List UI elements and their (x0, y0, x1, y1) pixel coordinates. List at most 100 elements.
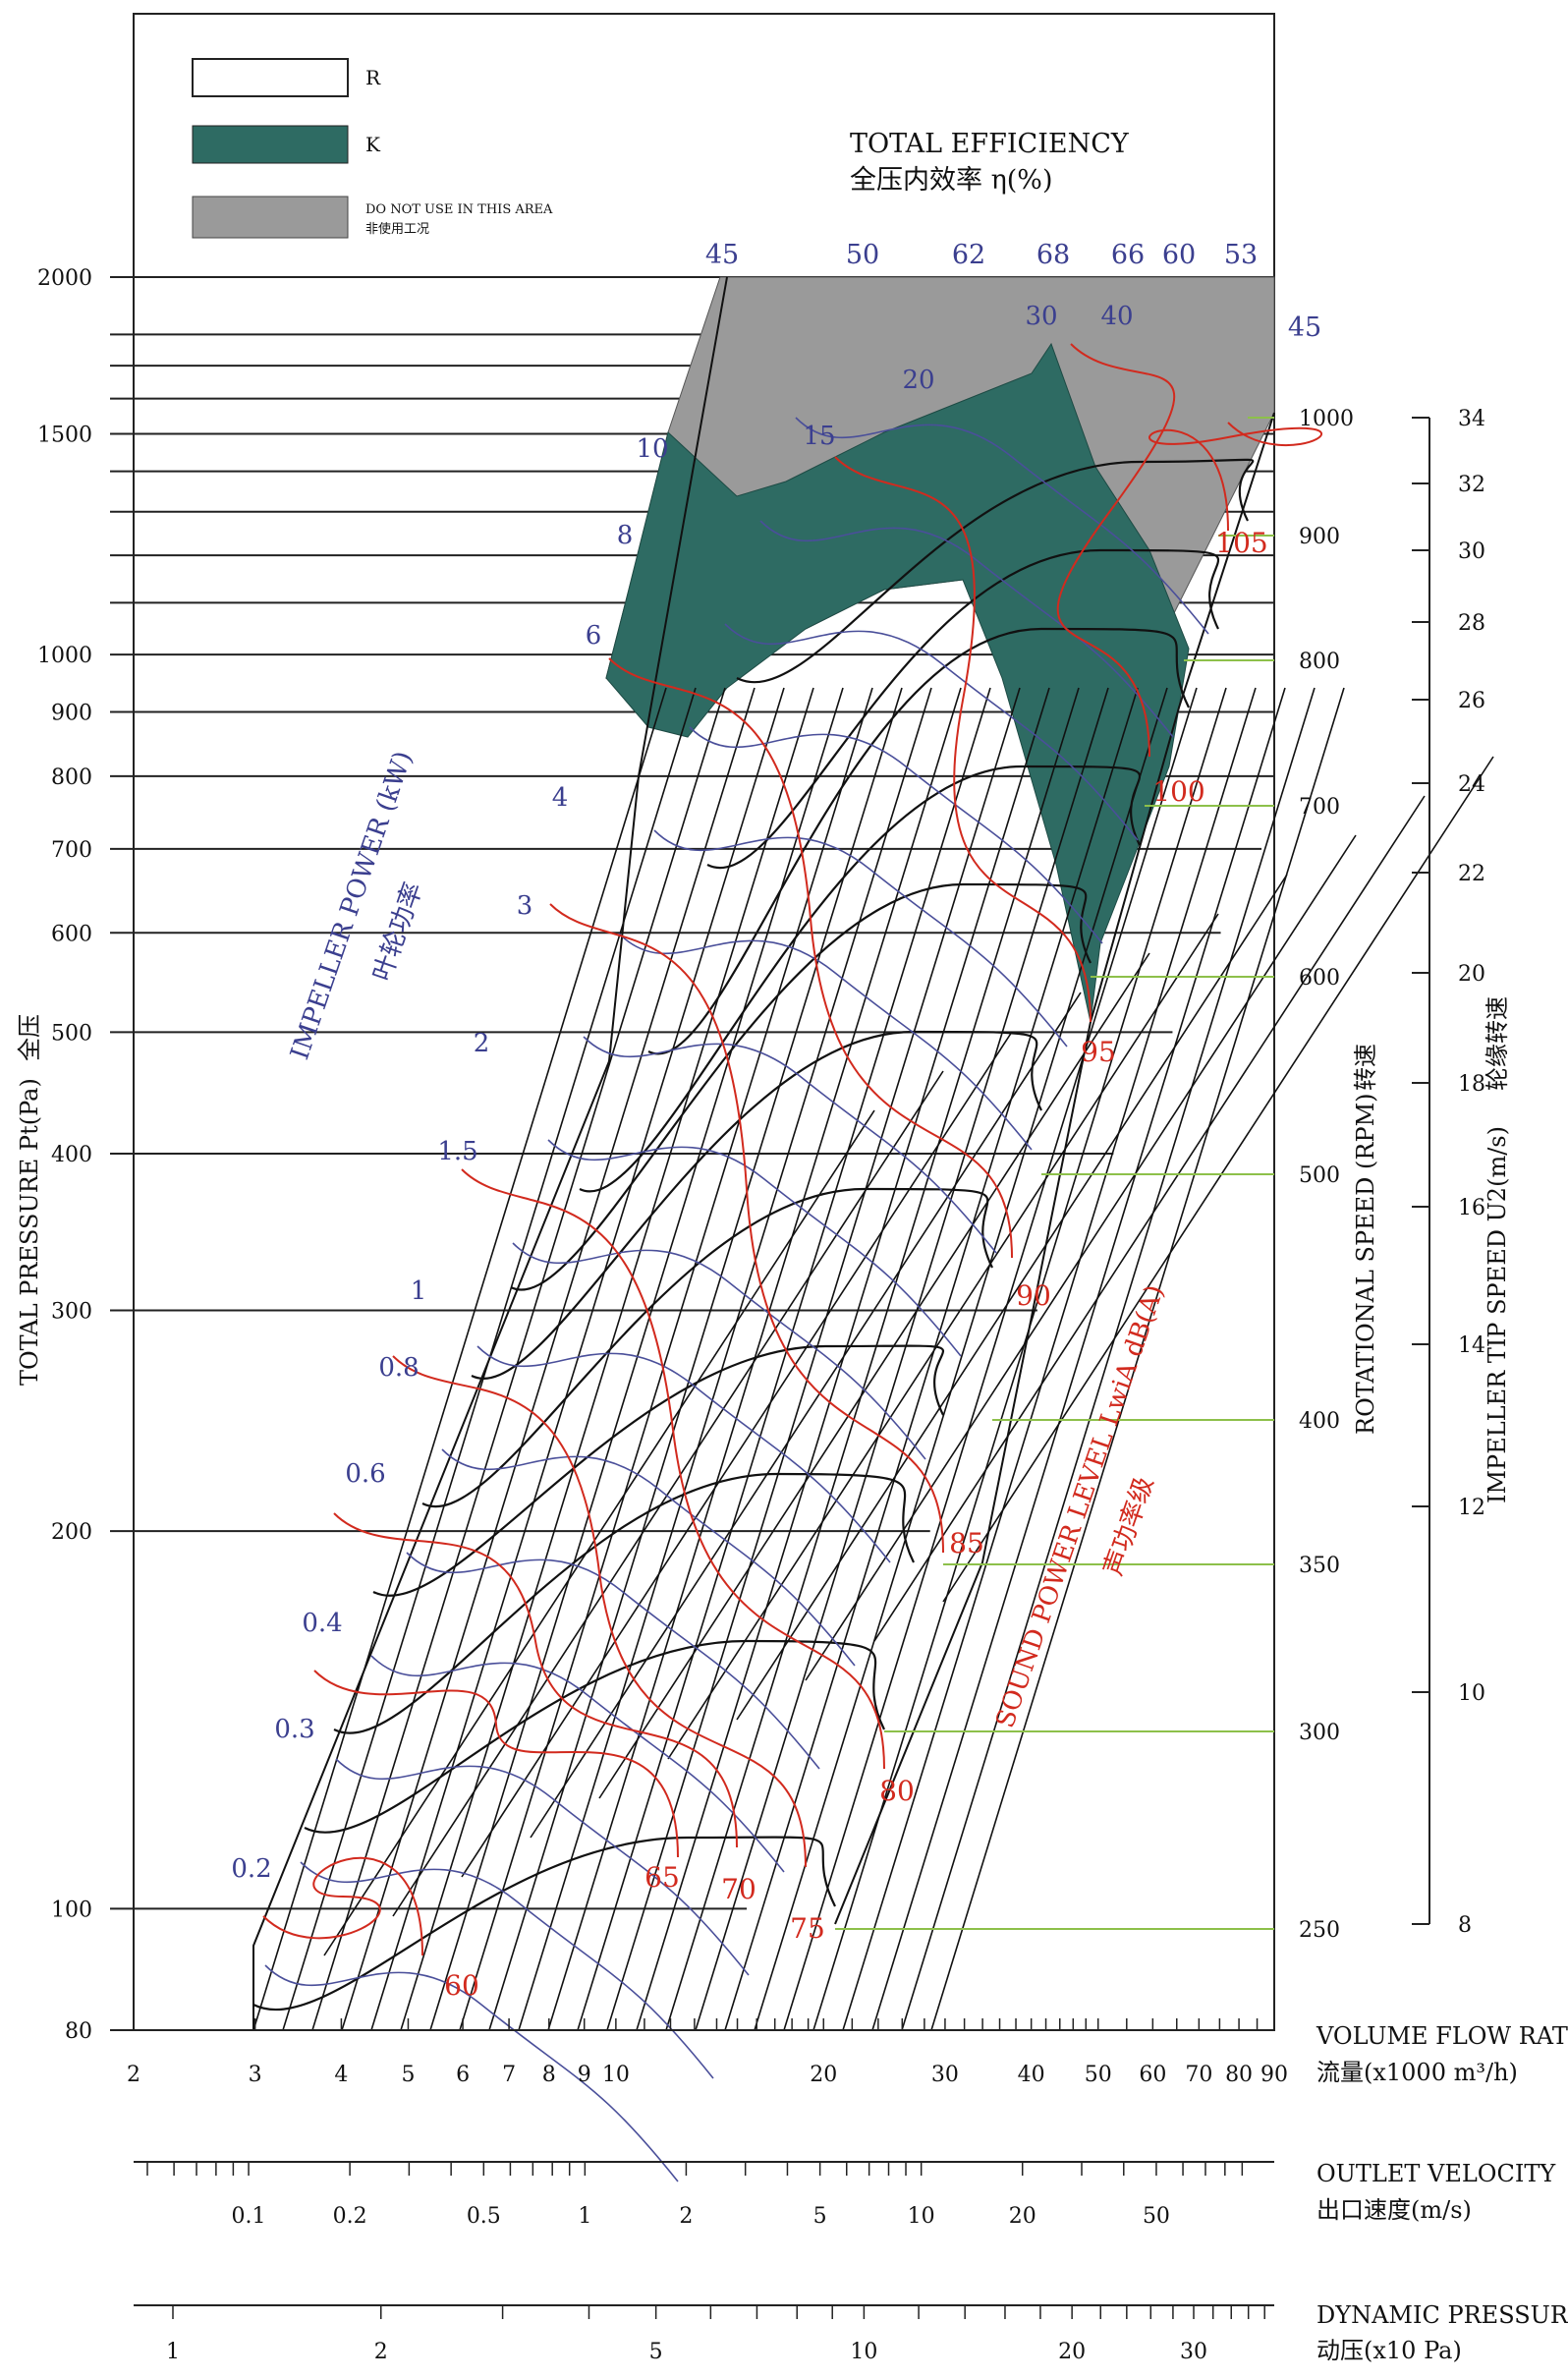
grid-diagonal-up (400, 687, 814, 2031)
tip-speed-tick-label: 20 (1458, 962, 1485, 987)
sound-label: 105 (1215, 527, 1267, 559)
flow-tick-label: 5 (401, 2063, 415, 2087)
x-axis-title: VOLUME FLOW RATE (1316, 2022, 1568, 2050)
curve-labels: 45 50 62 68 66 60 53450.20.30.40.60.811.523468… (231, 240, 1321, 2002)
velocity-tick-label: 5 (813, 2204, 827, 2229)
fan-curve (421, 1187, 993, 1507)
power-curve (795, 417, 1209, 635)
power-label: 8 (617, 521, 634, 550)
tip-speed-axis-ticks: 34 32 30 28 26 24 22 20 18 16 14 12 10 8 (1412, 407, 1485, 1938)
grid-diagonal-cross (598, 952, 1150, 1799)
rpm-guides (835, 417, 1274, 1930)
efficiency-label: 50 (846, 240, 879, 270)
outlet-velocity-title: OUTLET VELOCITY (1316, 2160, 1556, 2187)
legend-label-na: DO NOT USE IN THIS AREA (365, 202, 553, 217)
fan-curve (736, 458, 1255, 684)
flow-tick-label: 40 (1018, 2063, 1045, 2087)
sound-label: 65 (644, 1861, 680, 1894)
efficiency-label: 45 (705, 240, 739, 270)
dynamic-pressure-tick-label: 20 (1058, 2340, 1086, 2364)
fan-curve (471, 1030, 1042, 1380)
x-axis-title-cn: 流量(x1000 m³/h) (1316, 2059, 1518, 2086)
power-curve (547, 1139, 962, 1357)
y-tick-label: 2000 (37, 266, 92, 291)
rpm-tick-label: 300 (1299, 1721, 1340, 1745)
diagonal-grid (252, 276, 1494, 2031)
boundary-left (252, 276, 728, 2030)
flow-tick-label: 50 (1085, 2063, 1112, 2087)
power-curve (406, 1552, 820, 1770)
y-tick-label: 700 (51, 838, 92, 863)
grid-diagonal-up (901, 687, 1316, 2031)
velocity-tick-label: 1 (578, 2204, 591, 2229)
grid-diagonal-up (518, 687, 932, 2031)
dynamic-pressure-tick-label: 10 (850, 2340, 877, 2364)
sound-curve (392, 1355, 807, 1868)
grid-diagonal-up (665, 687, 1080, 2031)
y-tick-label: 1500 (37, 423, 92, 447)
rpm-tick-label: 350 (1299, 1554, 1340, 1578)
flow-tick-label: 2 (127, 2063, 140, 2087)
tip-speed-tick-label: 14 (1458, 1333, 1485, 1358)
efficiency-label: 62 (952, 240, 985, 270)
power-curve (476, 1345, 891, 1563)
outlet-velocity-ticks: 0.1 0.2 0.5 1 2 5 10 20 50 (146, 2162, 1244, 2229)
rpm-tick-label: 1000 (1299, 407, 1354, 431)
flow-tick-label: 30 (931, 2063, 959, 2087)
velocity-tick-label: 50 (1143, 2204, 1170, 2229)
sound-label: 100 (1152, 775, 1204, 808)
power-label: 4 (552, 783, 569, 813)
y-tick-label: 100 (51, 1898, 92, 1922)
power-label: 40 (1100, 302, 1133, 331)
flow-tick-label: 4 (334, 2063, 348, 2087)
velocity-tick-label: 0.5 (467, 2204, 501, 2229)
flow-tick-label: 6 (456, 2063, 470, 2087)
dynamic-pressure-tick-label: 30 (1180, 2340, 1207, 2364)
y-tick-label: 900 (51, 702, 92, 726)
dynamic-pressure-tick-label: 5 (649, 2340, 663, 2364)
fan-curve (252, 1836, 836, 2012)
efficiency-label: 68 (1036, 240, 1070, 270)
grid-diagonal-up (341, 687, 756, 2031)
legend-label-k: K (365, 133, 381, 156)
grid-diagonal-up (842, 687, 1257, 2031)
rpm-tick-label: 600 (1299, 966, 1340, 991)
fan-curves (252, 343, 1323, 2182)
velocity-tick-label: 10 (908, 2204, 935, 2229)
outlet-velocity-title-cn: 出口速度(m/s) (1316, 2196, 1472, 2224)
y-tick-label: 1000 (37, 644, 92, 668)
grid-diagonal-up (577, 687, 991, 2031)
sound-curve (313, 1670, 679, 1858)
sound-curve (1056, 343, 1175, 758)
grid-diagonal-up (871, 687, 1286, 2031)
sound-curve (608, 657, 1013, 1259)
legend-swatch-r (192, 58, 349, 97)
sound-label: 80 (879, 1775, 915, 1807)
power-label: 3 (517, 891, 533, 921)
power-label: 0.8 (378, 1353, 419, 1383)
flow-tick-label: 70 (1185, 2063, 1212, 2087)
grid-diagonal-up (429, 687, 844, 2031)
power-curve (689, 726, 1103, 944)
sound-label: 95 (1081, 1036, 1116, 1068)
tip-speed-tick-label: 8 (1458, 1913, 1472, 1938)
fan-curve (579, 765, 1141, 1193)
tip-speed-tick-label: 34 (1458, 407, 1485, 431)
power-curve (653, 829, 1068, 1048)
grid-diagonal-cross (461, 1031, 1013, 1878)
power-label: 6 (586, 621, 602, 651)
legend-label-na-cn: 非使用工况 (365, 221, 429, 237)
velocity-tick-label: 0.2 (333, 2204, 367, 2229)
sound-curve (461, 1168, 885, 1770)
pressure-axis-ticks: 2000 1500 1000 900 800 700 600 500 400 300 200 100 8… (37, 266, 92, 2044)
efficiency-label: 45 (1288, 312, 1321, 343)
grid-diagonal-up (488, 687, 903, 2031)
grid-diagonal-up (311, 687, 726, 2031)
tip-speed-tick-label: 16 (1458, 1196, 1485, 1220)
dynamic-pressure-ticks: 1 2 5 10 20 30 (166, 2305, 1265, 2364)
y-axis-title: TOTAL PRESSURE Pt(Pa) (16, 1078, 43, 1386)
grid-diagonal-cross (942, 756, 1494, 1603)
efficiency-label: 66 (1111, 240, 1145, 270)
tip-speed-tick-label: 26 (1458, 689, 1485, 713)
